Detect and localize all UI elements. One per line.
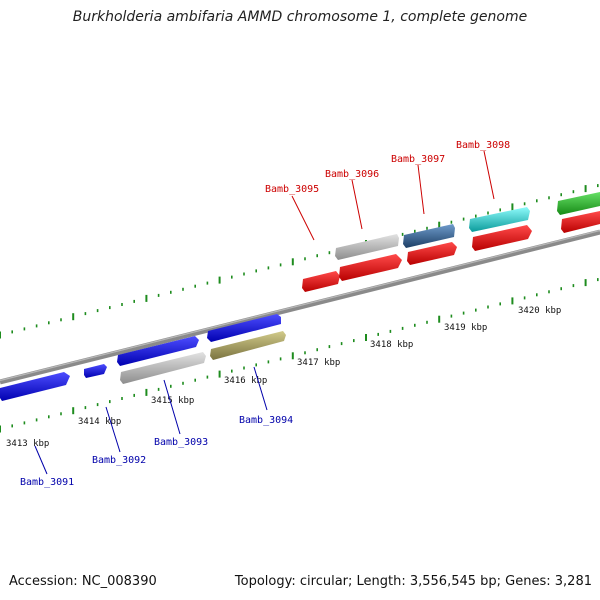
gene-bamb-3098-top xyxy=(469,207,530,232)
leader-bamb-3092 xyxy=(105,406,121,453)
accession-text: Accession: NC_008390 xyxy=(9,574,157,589)
leader-bamb-3091 xyxy=(34,445,48,475)
leader-bamb-3096 xyxy=(351,179,363,230)
kbp-label-3413: 3413 kbp xyxy=(6,439,49,449)
gene-label-bamb-3098: Bamb_3098 xyxy=(456,140,510,151)
gene-label-bamb-3095: Bamb_3095 xyxy=(265,184,319,195)
gene-next-green xyxy=(557,192,600,215)
gene-track-upper xyxy=(302,192,600,292)
gene-bamb-3094-top xyxy=(207,314,281,342)
gene-bamb-3094-bottom xyxy=(210,331,286,360)
gene-bamb-3098-bottom xyxy=(472,225,532,251)
gene-label-bamb-3094: Bamb_3094 xyxy=(239,415,293,426)
gene-bamb-3092 xyxy=(84,364,107,378)
gene-label-bamb-3097: Bamb_3097 xyxy=(391,154,445,165)
kbp-label-3419: 3419 kbp xyxy=(444,323,487,333)
lower-tick-row xyxy=(0,278,599,433)
kbp-label-3418: 3418 kbp xyxy=(370,340,413,350)
kbp-label-3420: 3420 kbp xyxy=(518,306,561,316)
gene-label-bamb-3091: Bamb_3091 xyxy=(20,477,74,488)
upper-tick-row xyxy=(0,184,599,339)
leader-bamb-3093 xyxy=(163,379,181,435)
gene-bamb-3093-bottom xyxy=(120,352,206,384)
gene-next-red xyxy=(561,211,600,233)
kbp-label-3414: 3414 kbp xyxy=(78,417,121,427)
gene-bamb-3095 xyxy=(302,271,340,292)
chromosome-backbone-highlight xyxy=(0,229,600,382)
kbp-label-3416: 3416 kbp xyxy=(224,376,267,386)
gene-bamb-3096-top xyxy=(335,234,399,260)
genome-summary-text: Topology: circular; Length: 3,556,545 bp… xyxy=(234,574,592,589)
gene-bamb-3091 xyxy=(0,372,70,401)
gene-label-bamb-3093: Bamb_3093 xyxy=(154,437,208,448)
kbp-label-3415: 3415 kbp xyxy=(151,396,194,406)
leader-bamb-3095 xyxy=(291,195,315,241)
chromosome-backbone xyxy=(0,229,600,385)
kbp-label-3417: 3417 kbp xyxy=(297,358,340,368)
gene-label-bamb-3096: Bamb_3096 xyxy=(325,169,379,180)
gene-bamb-3093-top xyxy=(117,336,199,366)
gene-bamb-3097-top xyxy=(403,224,455,248)
leader-bamb-3094 xyxy=(253,366,268,411)
gene-label-bamb-3092: Bamb_3092 xyxy=(92,455,146,466)
leader-bamb-3098 xyxy=(483,150,495,200)
leader-bamb-3097 xyxy=(417,164,425,215)
gene-bamb-3097-bottom xyxy=(407,242,457,265)
gene-track-lower xyxy=(0,314,286,401)
map-title: Burkholderia ambifaria AMMD chromosome 1… xyxy=(72,9,528,25)
gene-bamb-3096-bottom xyxy=(339,254,402,281)
